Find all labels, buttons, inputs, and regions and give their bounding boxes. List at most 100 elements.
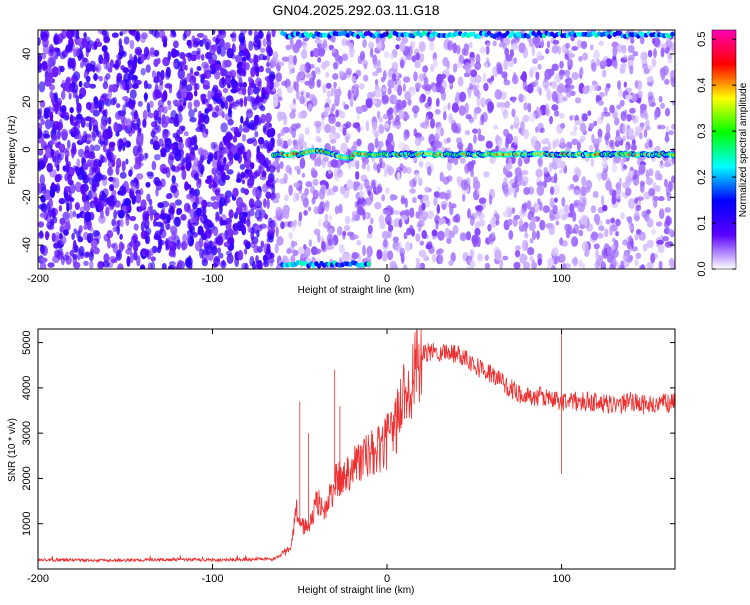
spectrogram-cell (351, 234, 359, 240)
spectrogram-cell (592, 80, 599, 92)
spectrogram-cell (623, 81, 627, 88)
spectrogram-cell (165, 66, 171, 78)
spectrogram-cell (295, 89, 300, 100)
spectrogram-cell (302, 38, 307, 50)
spectrogram-cell (292, 241, 298, 247)
spectrogram-cell (333, 81, 337, 89)
spectrogram-cell (128, 130, 133, 137)
spectrogram-cell (392, 73, 397, 82)
spectrogram-cell (625, 187, 632, 196)
spectrogram-cell (101, 191, 105, 198)
spectrogram-cell (619, 65, 626, 74)
spectrogram-cell (166, 223, 171, 230)
spectrogram-cell (49, 111, 54, 122)
spectrogram-cell (118, 51, 126, 57)
spectrogram-cell (158, 138, 164, 147)
spectrogram-cell (276, 192, 281, 200)
spectrogram-cell (413, 128, 418, 137)
spectrogram-cell (317, 218, 322, 227)
spectrogram-cell (378, 124, 385, 134)
snr-y-tick-label: 1000 (21, 511, 33, 535)
spectrogram-cell (665, 216, 673, 226)
spectrogram-cell (266, 129, 273, 138)
spectrogram-cell (404, 197, 408, 208)
spectrogram-cell (486, 57, 490, 65)
spectrogram-cell (356, 114, 360, 120)
spectrogram-cell (387, 220, 392, 226)
spectrogram-cell (92, 182, 97, 194)
spectrogram-cell (365, 255, 372, 262)
spectrogram-cell (307, 103, 313, 112)
spectrogram-cell (291, 67, 296, 74)
spectrogram-cell (400, 214, 409, 221)
spectrogram-cell (531, 230, 537, 240)
spectrogram-cell (193, 172, 199, 181)
spectrogram-cell (427, 96, 432, 107)
spectrogram-cell (406, 167, 412, 174)
spectrogram-cell (276, 235, 284, 246)
spectrogram-cell (314, 38, 322, 44)
spectrogram-cell (476, 189, 481, 195)
spectrogram-cell (187, 220, 192, 230)
spectrogram-cell (73, 244, 78, 253)
spectrogram-cell (631, 93, 638, 102)
spectrogram-cell (271, 30, 276, 38)
spectrogram-cell (106, 149, 111, 161)
spectrogram-cell (576, 39, 583, 49)
spectrogram-cell (63, 115, 70, 121)
spectrogram-cell (320, 43, 326, 49)
spectrogram-cell (537, 198, 541, 206)
spectrogram-cell (311, 197, 316, 205)
spectrogram-cell (282, 204, 290, 215)
spectrogram-cell (366, 185, 373, 194)
spectrogram-cell (334, 94, 340, 104)
spectrogram-cell (162, 40, 168, 48)
spectrogram-cell (142, 109, 148, 121)
spectrogram-cell (125, 216, 130, 226)
spectrogram-cell (199, 157, 204, 166)
spectrogram-cell (44, 230, 50, 241)
spectrogram-cell (391, 61, 399, 70)
spectrogram-cell (124, 140, 131, 148)
spectrogram-cell (511, 74, 519, 85)
spectrogram-cell (268, 177, 273, 184)
spectrogram-cell (455, 137, 463, 144)
spectrogram-cell (522, 261, 531, 269)
spectrogram-cell (213, 255, 221, 267)
spectrogram-cell (572, 211, 577, 222)
spectrogram-cell (80, 184, 86, 195)
spectrogram-cell (521, 169, 529, 176)
spectrogram-cell (298, 211, 303, 222)
spectrogram-cell (162, 56, 170, 67)
spectrogram-cell (166, 214, 171, 224)
spectrogram-cell (259, 156, 265, 163)
spectrogram-cell (65, 162, 70, 174)
spectrogram-cell (202, 80, 210, 88)
spectrogram-cell (136, 118, 141, 128)
spectrogram-cell (62, 165, 67, 172)
spectrogram-cell (180, 214, 187, 221)
spectrogram-cell (239, 202, 247, 213)
spectrogram-cell (536, 51, 543, 62)
spectrogram-cell (88, 120, 92, 132)
spectrogram-cell (598, 225, 605, 232)
spectrogram-cell (104, 30, 110, 42)
spectrogram-cell (233, 211, 238, 220)
spectrogram-cell (116, 210, 122, 216)
spectrogram-cell (309, 185, 315, 194)
spectrogram-cell (59, 217, 66, 225)
spectrogram-cell (632, 51, 639, 57)
spectrogram-cell (217, 247, 221, 254)
spectrogram-cell (417, 219, 425, 228)
spectrogram-cell (172, 229, 178, 239)
spectrogram-cell (268, 164, 276, 173)
spectrogram-cell (46, 221, 54, 230)
spectrogram-cell (201, 257, 209, 263)
spectrogram-cell (85, 46, 90, 58)
spectrogram-cell (373, 131, 380, 138)
spectrogram-cell (552, 204, 558, 215)
spectrogram-cell (521, 71, 527, 83)
spectrogram-cell (633, 215, 641, 221)
spectrogram-cell (404, 91, 412, 101)
spectrogram-cell (69, 210, 74, 220)
